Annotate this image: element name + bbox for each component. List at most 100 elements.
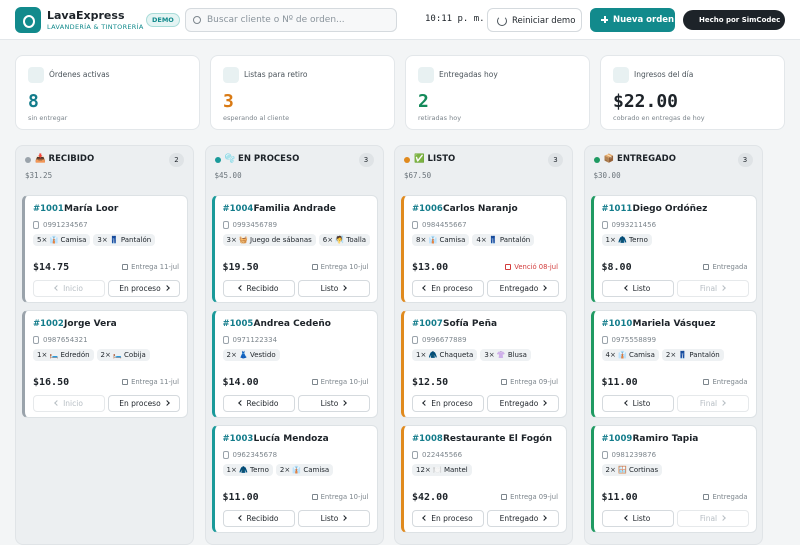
chevron [422, 400, 429, 406]
column-count: 3 [737, 153, 753, 167]
due-text: Entrega 11-jul [131, 263, 179, 271]
prev-button[interactable]: En proceso [412, 395, 484, 412]
customer-name: Carlos Naranjo [443, 204, 518, 214]
next-label: Final [699, 284, 718, 293]
prev-button[interactable]: En proceso [412, 510, 484, 527]
order-price: $11.00 [601, 377, 638, 388]
customer-name: Mariela Vásquez [632, 319, 716, 329]
order-price: $13.00 [412, 262, 449, 273]
prev-button[interactable]: Recibido [222, 395, 295, 412]
order-card[interactable]: #1004 Familia Andrade 0993456789 3× 🧺 Juego… [211, 195, 378, 303]
phone-icon [222, 221, 229, 229]
order-card[interactable]: #1010 Mariela Vásquez 0975558899 4× 👔 Camis… [590, 310, 757, 418]
prev-button[interactable]: Recibido [222, 510, 295, 527]
item-list: 4× 👔 Camisa 2× 👖 Pantalón [601, 349, 752, 361]
prev-button[interactable]: Listo [601, 280, 674, 297]
next-button: Final [676, 280, 749, 297]
customer-phone: 0984455667 [422, 221, 467, 229]
customer-name: María Loor [64, 204, 119, 214]
new-order-button[interactable]: Nueva orden [590, 8, 675, 32]
prev-label: Recibido [246, 284, 279, 293]
status-dot [214, 157, 221, 163]
chevron [341, 400, 348, 406]
item-chip: 3× 🧺 Juego de sábanas [222, 234, 316, 246]
order-id: #1002 [33, 319, 64, 329]
order-card[interactable]: #1007 Sofía Peña 0996677889 1× 🧥 Chaqueta 3×… [401, 310, 567, 418]
prev-label: En proceso [431, 399, 473, 408]
stat-note: sin entregar [28, 114, 68, 122]
item-list: 1× 🧥 Terno [601, 234, 752, 246]
status-dot [593, 157, 600, 163]
order-id: #1005 [222, 319, 254, 329]
order-card[interactable]: #1011 Diego Ordóñez 0993211456 1× 🧥 Terno $8… [590, 195, 757, 303]
item-list: 8× 👔 Camisa 4× 👖 Pantalón [412, 234, 562, 246]
reset-button[interactable]: Reiniciar demo [487, 8, 582, 32]
order-card[interactable]: #1005 Andrea Cedeño 0971122334 2× 👗 Vestido… [211, 310, 378, 418]
next-button[interactable]: Listo [297, 510, 370, 527]
prev-label: Listo [632, 284, 651, 293]
order-card[interactable]: #1002 Jorge Vera 0987654321 1× 🛏️ Edredón 2×… [22, 310, 188, 418]
next-label: Listo [320, 514, 339, 523]
credit[interactable]: Hecho por SimCodec [683, 10, 785, 30]
next-button[interactable]: Entregado [487, 280, 559, 297]
chevron [720, 515, 726, 521]
calendar-icon [505, 264, 512, 270]
due-text: Entrega 09-jul [510, 378, 558, 386]
customer-name: Jorge Vera [64, 319, 117, 329]
column-count: 3 [358, 153, 374, 167]
due-date: Venció 08-jul [505, 263, 558, 271]
order-card[interactable]: #1003 Lucía Mendoza 0962345678 1× 🧥 Terno 2×… [211, 425, 378, 533]
customer-phone: 0993211456 [611, 221, 657, 229]
search-box[interactable]: Buscar cliente o Nº de orden... [185, 8, 397, 32]
next-button[interactable]: Entregado [487, 395, 559, 412]
kanban-column: 🫧 EN PROCESO 3 $45.00 #1004 Familia Andrade 0… [204, 145, 384, 545]
stat-card: Entregadas hoy 2 retiradas hoy [405, 55, 590, 130]
column-count: 2 [169, 153, 184, 167]
order-price: $14.00 [222, 377, 259, 388]
customer-phone: 0987654321 [43, 336, 88, 344]
customer-phone: 0993456789 [232, 221, 278, 229]
next-label: Listo [320, 284, 339, 293]
next-label: En proceso [119, 284, 161, 293]
item-list: 1× 🧥 Terno 2× 👔 Camisa [222, 464, 373, 476]
stat-value: 3 [223, 91, 234, 112]
item-chip: 2× 🪟 Cortinas [601, 464, 663, 476]
prev-button[interactable]: Recibido [222, 280, 295, 297]
prev-label: Inicio [63, 399, 83, 408]
order-card[interactable]: #1001 María Loor 0991234567 5× 👔 Camisa 3× 👖… [22, 195, 188, 303]
next-button[interactable]: En proceso [108, 280, 180, 297]
item-chip: 1× 🧥 Terno [601, 234, 652, 246]
next-button[interactable]: Entregado [487, 510, 559, 527]
order-card[interactable]: #1006 Carlos Naranjo 0984455667 8× 👔 Camisa… [401, 195, 567, 303]
stat-icon [613, 67, 629, 83]
phone-icon [412, 221, 418, 229]
prev-label: En proceso [431, 514, 473, 523]
customer-phone: 022445566 [422, 451, 463, 459]
status-dot [404, 157, 410, 163]
customer-phone: 0981239876 [611, 451, 657, 459]
next-button: Final [676, 395, 749, 412]
status-dot [25, 157, 31, 163]
prev-label: En proceso [431, 284, 473, 293]
customer-name: Ramiro Tapia [632, 434, 699, 444]
column-total: $31.25 [25, 171, 53, 180]
stat-value: $22.00 [613, 91, 679, 112]
logo [15, 7, 41, 33]
prev-button[interactable]: Listo [601, 395, 674, 412]
next-button[interactable]: En proceso [108, 395, 180, 412]
due-text: Entregada [712, 263, 748, 271]
prev-label: Listo [632, 514, 651, 523]
next-button[interactable]: Listo [297, 280, 370, 297]
next-button[interactable]: Listo [297, 395, 370, 412]
customer-phone: 0991234567 [43, 221, 88, 229]
order-card[interactable]: #1008 Restaurante El Fogón 022445566 12× 🍽️… [401, 425, 567, 533]
prev-button[interactable]: En proceso [412, 280, 484, 297]
prev-button: Inicio [33, 395, 105, 412]
customer-name: Restaurante El Fogón [443, 434, 552, 444]
column-count: 3 [548, 153, 563, 167]
prev-label: Recibido [246, 514, 279, 523]
due-text: Entrega 10-jul [320, 263, 369, 271]
order-card[interactable]: #1009 Ramiro Tapia 0981239876 2× 🪟 Cortinas… [590, 425, 757, 533]
prev-button[interactable]: Listo [601, 510, 674, 527]
